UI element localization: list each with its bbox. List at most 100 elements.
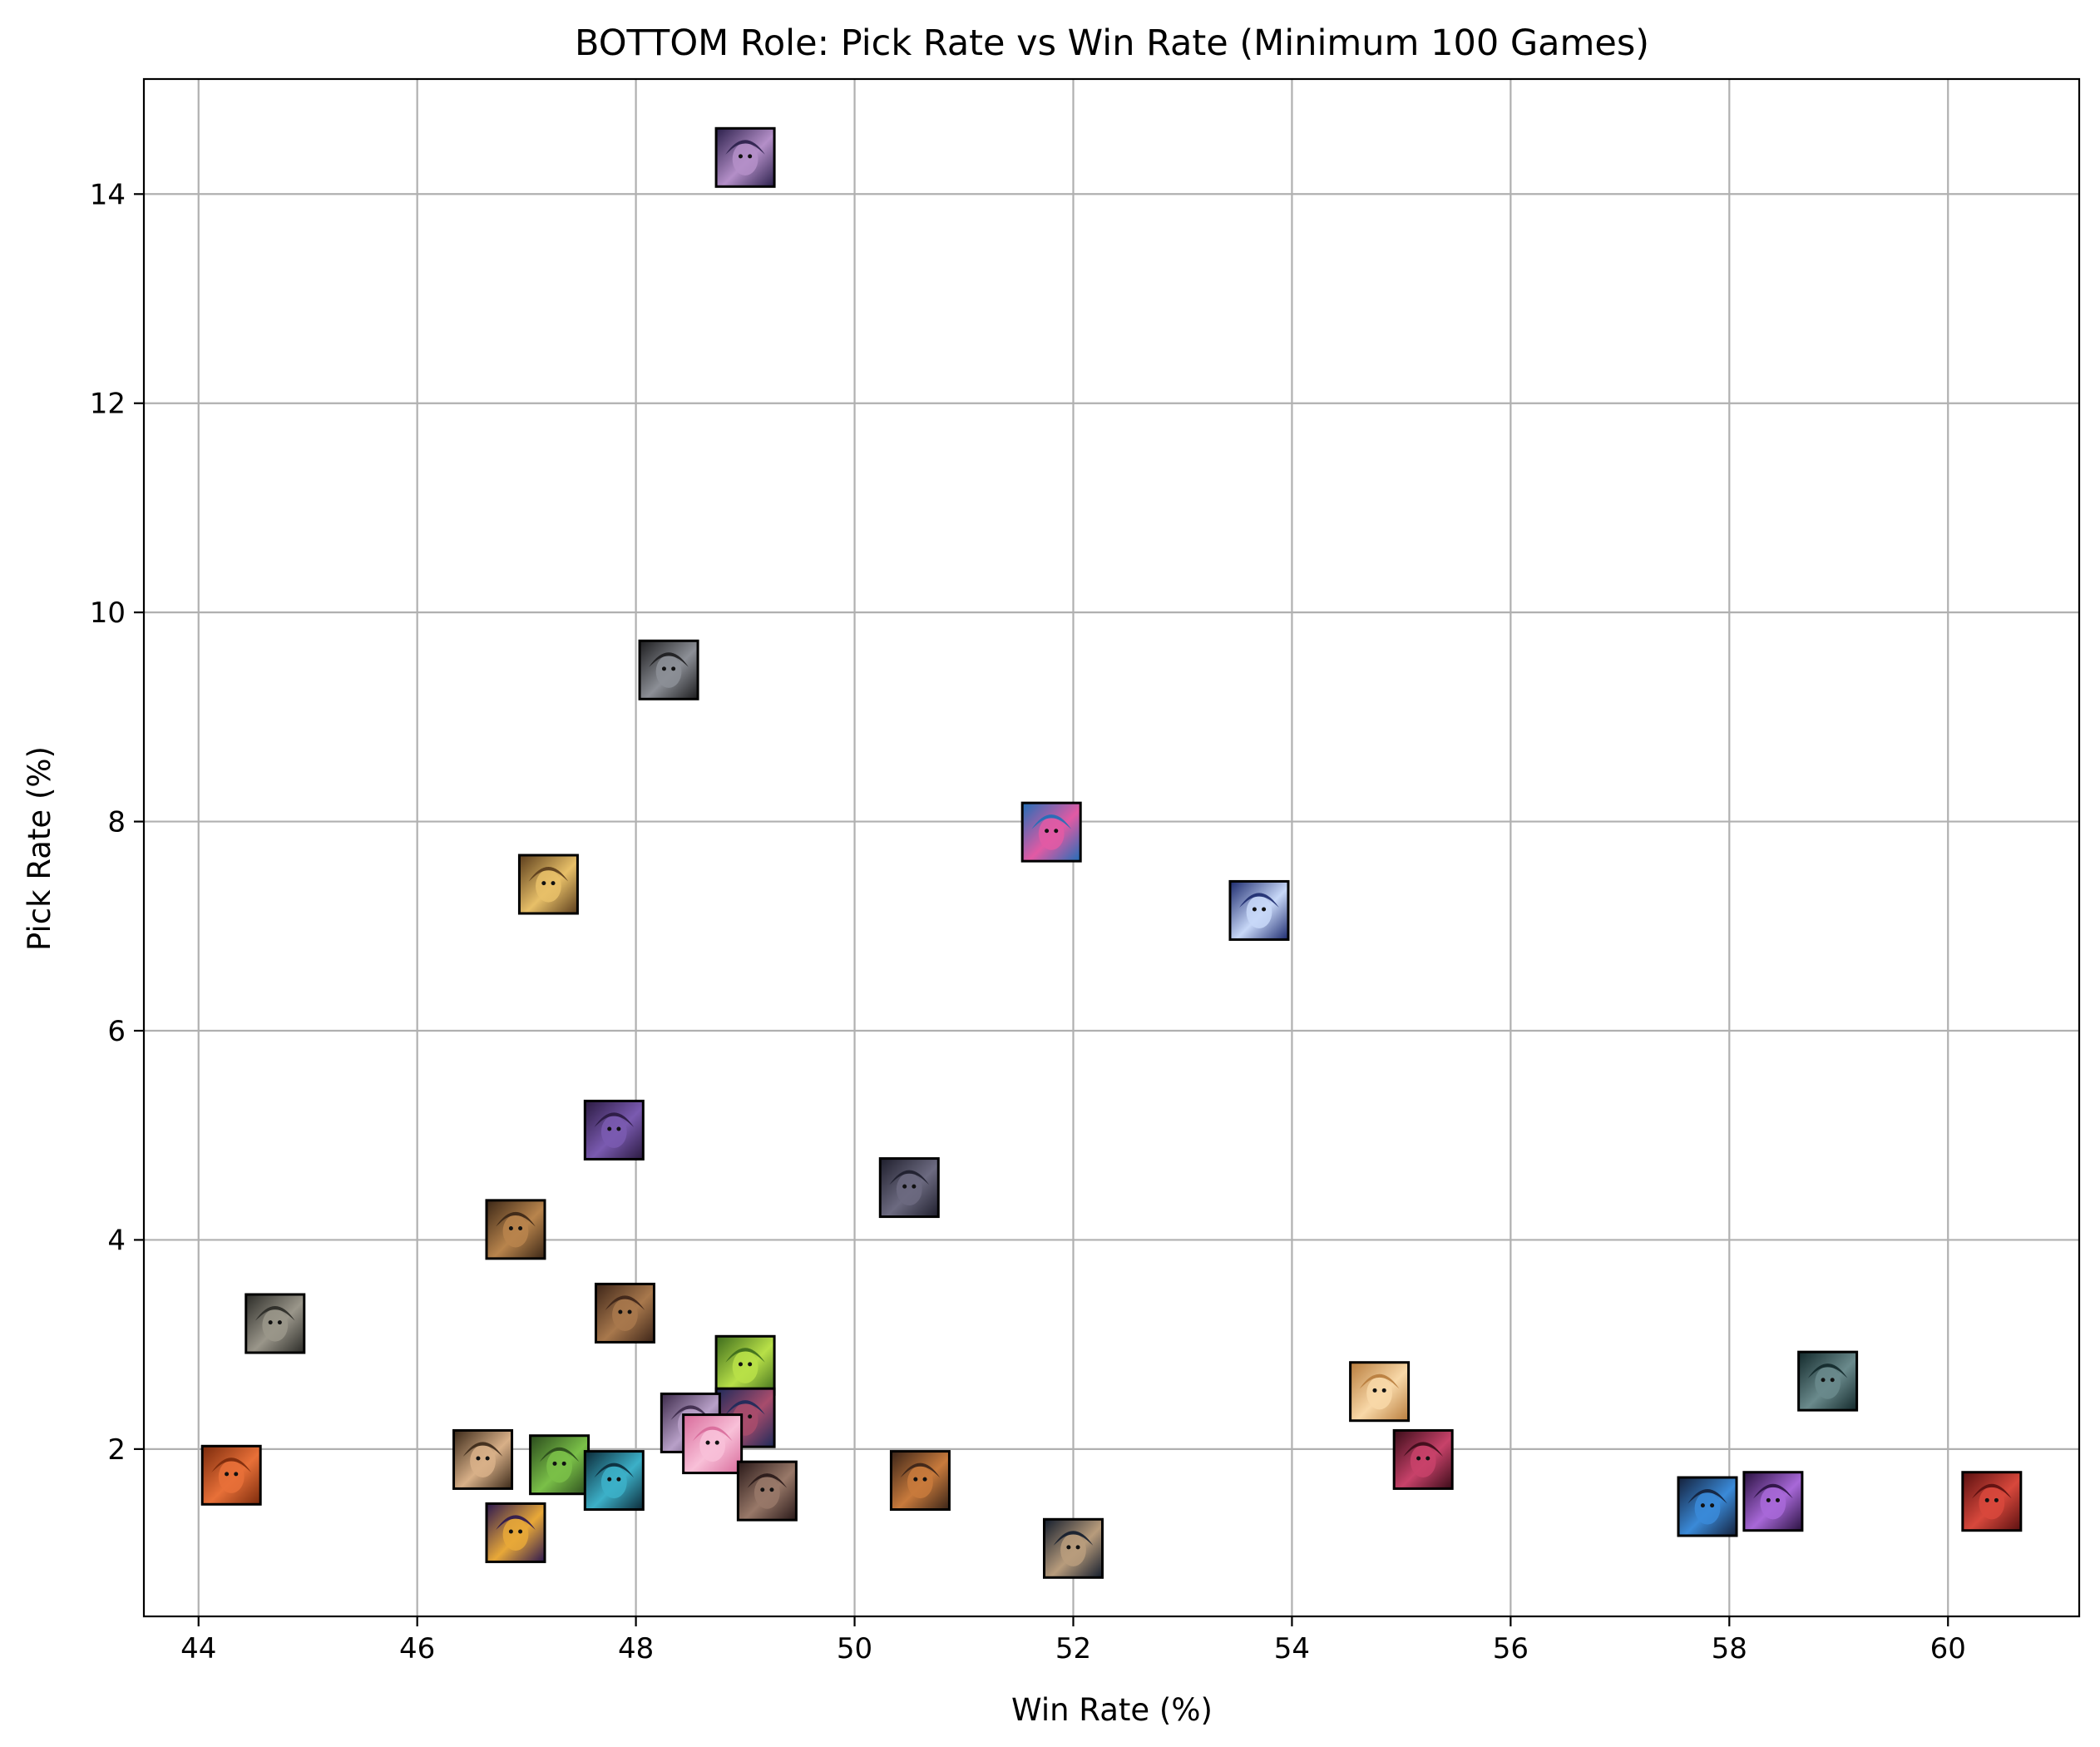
portrait-eye [1066,1545,1071,1550]
portrait-face [732,1350,758,1383]
data-point-portrait [1797,1350,1859,1412]
portrait-face [502,1215,529,1248]
portrait-face [546,1450,572,1483]
data-point-portrait [714,1334,776,1396]
portrait-eye [769,1487,774,1492]
portrait-eye [1984,1497,1989,1502]
portrait-hair [496,1515,536,1530]
portrait-eye [1830,1378,1835,1383]
data-point-portrait [583,1450,645,1512]
portrait-hair [747,1473,788,1488]
portrait-eye [234,1472,239,1477]
portrait-hair [725,1348,765,1363]
portrait-eye [268,1320,273,1325]
portrait-hair [725,1400,765,1415]
data-point-portrait [517,854,579,915]
portrait-hair [1359,1373,1400,1389]
plot-frame [142,77,2081,1618]
data-point-portrait [1961,1471,2023,1532]
portrait-hair [1239,893,1279,908]
portrait-eye [1994,1497,1999,1502]
portrait-hair [211,1457,251,1472]
y-tick-label: 12 [90,388,126,421]
portrait-hair [1687,1489,1727,1504]
portrait-eye [616,1477,621,1482]
portrait-eye [607,1477,612,1482]
portrait-hair [725,140,765,155]
data-point-portrait [1042,1517,1104,1579]
portrait-eye [661,666,666,671]
portrait-eye [902,1184,907,1189]
portrait-eye [912,1184,917,1189]
portrait-eye [1700,1503,1705,1508]
portrait-eye [705,1440,710,1445]
portrait-face [1815,1366,1841,1399]
portrait-eye [922,1477,927,1482]
portrait-eye [748,1362,753,1367]
data-point-portrait [485,1199,546,1260]
data-point-portrait [200,1444,262,1506]
portrait-hair [462,1442,503,1457]
portrait-frame [583,1099,645,1161]
portrait-eye [671,666,676,671]
x-tick-label: 44 [180,1632,216,1665]
portrait-face [600,1115,627,1149]
portrait-eye [1054,829,1059,834]
data-point-portrait [1228,879,1290,941]
data-point-portrait [485,1502,546,1563]
portrait-eye [1426,1456,1430,1461]
portrait-eye [748,154,753,159]
data-point-portrait [1392,1428,1454,1490]
portrait-hair [254,1306,295,1321]
portrait-hair [889,1170,930,1185]
x-tick-label: 48 [618,1632,654,1665]
portrait-face [536,869,561,903]
portrait-eye [552,1461,557,1466]
portrait-eye [561,1461,566,1466]
portrait-face [600,1465,627,1499]
x-tick-label: 60 [1930,1632,1966,1665]
portrait-hair [1031,814,1071,829]
portrait-hair [539,1447,580,1462]
portrait-hair [1753,1483,1793,1499]
portrait-eye [1045,829,1050,834]
portrait-eye [607,1126,612,1131]
data-point-portrait [736,1460,798,1522]
data-point-portrait [878,1157,940,1219]
portrait-face [907,1465,933,1499]
data-point-portrait [1742,1471,1804,1532]
grid [144,79,2079,1616]
portrait-hair [594,1462,635,1478]
portrait-hair [1053,1531,1094,1546]
portrait-hair [1972,1483,2012,1499]
data-point-portrait [594,1282,655,1344]
data-point-portrait [1677,1476,1738,1537]
portrait-eye [714,1440,719,1445]
portrait-eye [760,1487,765,1492]
y-tick-label: 14 [90,178,126,211]
data-point-portrait [714,126,776,188]
x-tick-label: 58 [1712,1632,1747,1665]
portrait-eye [618,1309,623,1314]
portrait-hair [605,1295,645,1310]
portrait-eye [225,1472,230,1477]
y-tick-label: 8 [107,806,126,839]
portrait-face [732,142,758,176]
data-point-portrait [682,1413,744,1475]
portrait-eye [1710,1503,1715,1508]
portrait-face [1979,1487,2005,1520]
portrait-face [1410,1444,1436,1478]
portrait-face [1060,1533,1086,1566]
x-tick-label: 50 [837,1632,872,1665]
portrait-face [1760,1487,1786,1520]
y-tick-label: 6 [107,1015,126,1048]
portrait-hair [594,1112,635,1127]
portrait-hair [528,867,569,882]
portrait-eye [551,881,556,886]
portrait-face [896,1172,922,1206]
portrait-hair [1807,1363,1848,1378]
data-point-portrait [529,1434,590,1496]
portrait-eye [748,1414,753,1419]
